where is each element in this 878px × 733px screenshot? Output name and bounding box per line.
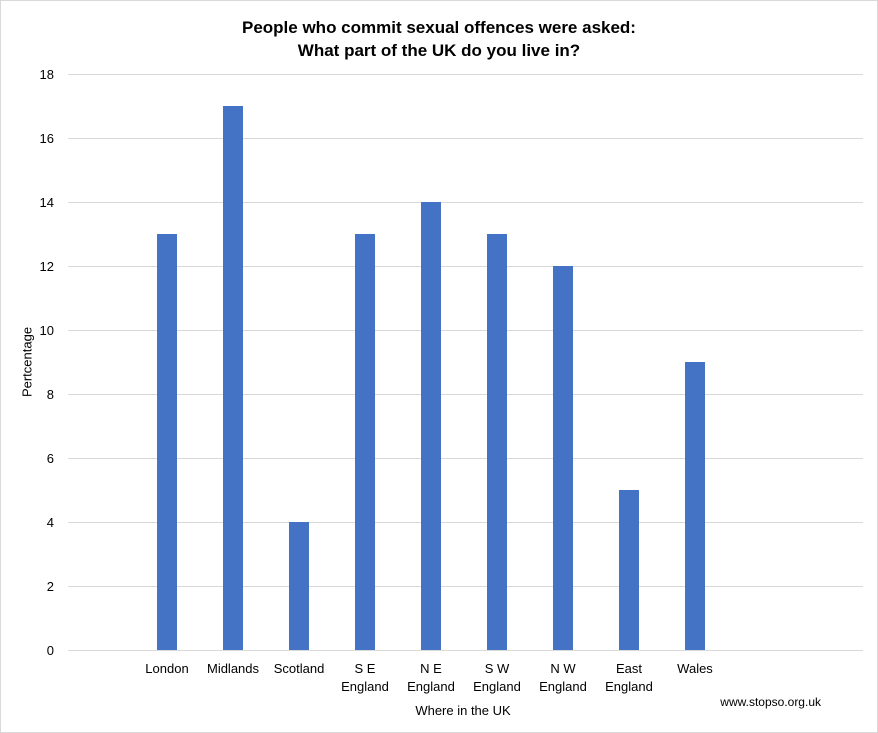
x-tick-label: Wales: [677, 661, 713, 676]
x-tick-label: England: [407, 679, 455, 694]
y-tick-label: 18: [40, 67, 54, 82]
x-tick-label: England: [539, 679, 587, 694]
bar: [553, 266, 573, 650]
chart-title: People who commit sexual offences were a…: [0, 16, 878, 62]
y-tick-label: 2: [47, 579, 54, 594]
bar: [421, 202, 441, 650]
x-tick-label: East: [616, 661, 642, 676]
source-credit: www.stopso.org.uk: [720, 695, 821, 709]
bar: [355, 234, 375, 650]
bar: [619, 490, 639, 650]
y-tick-label: 12: [40, 259, 54, 274]
y-tick-label: 8: [47, 387, 54, 402]
y-tick-label: 10: [40, 323, 54, 338]
bar: [289, 522, 309, 650]
bar: [487, 234, 507, 650]
chart-title-line-1: People who commit sexual offences were a…: [242, 18, 636, 37]
x-tick-label: Scotland: [274, 661, 325, 676]
y-tick-label: 16: [40, 131, 54, 146]
bar: [223, 106, 243, 650]
x-tick-label: N W: [550, 661, 576, 676]
bar: [157, 234, 177, 650]
x-tick-label: England: [341, 679, 389, 694]
x-tick-label: S W: [485, 661, 510, 676]
y-tick-label: 14: [40, 195, 54, 210]
x-axis-label: Where in the UK: [415, 703, 511, 718]
x-tick-label: Midlands: [207, 661, 260, 676]
y-tick-label: 6: [47, 451, 54, 466]
x-tick-label: England: [473, 679, 521, 694]
x-tick-label: N E: [420, 661, 442, 676]
x-tick-label: London: [145, 661, 188, 676]
y-tick-label: 0: [47, 643, 54, 658]
y-tick-label: 4: [47, 515, 54, 530]
chart-title-line-2: What part of the UK do you live in?: [297, 41, 581, 60]
bar: [685, 362, 705, 650]
x-tick-label: S E: [355, 661, 376, 676]
x-tick-label: England: [605, 679, 653, 694]
